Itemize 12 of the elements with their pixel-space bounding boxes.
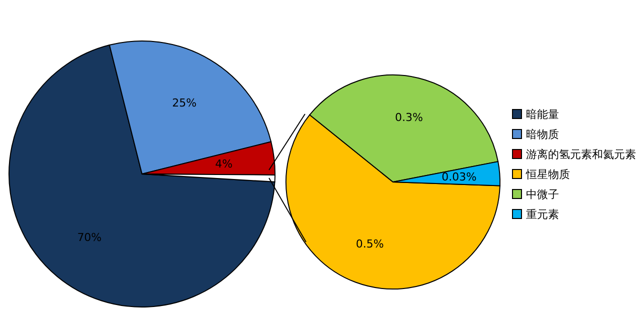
legend-label: 重元素 xyxy=(526,206,559,222)
data-label: 25% xyxy=(172,96,197,110)
legend-label: 中微子 xyxy=(526,186,559,202)
data-label: 4% xyxy=(215,158,233,171)
data-label: 70% xyxy=(77,231,102,244)
data-label: 0.5% xyxy=(356,238,384,251)
legend-label: 暗能量 xyxy=(526,106,559,122)
data-label: 0.03% xyxy=(442,170,477,184)
legend-label: 游离的氢元素和氦元素 xyxy=(526,146,636,162)
data-label: 0.3% xyxy=(394,111,423,124)
legend-label: 暗物质 xyxy=(526,126,559,142)
legend-label: 恒星物质 xyxy=(526,166,570,182)
